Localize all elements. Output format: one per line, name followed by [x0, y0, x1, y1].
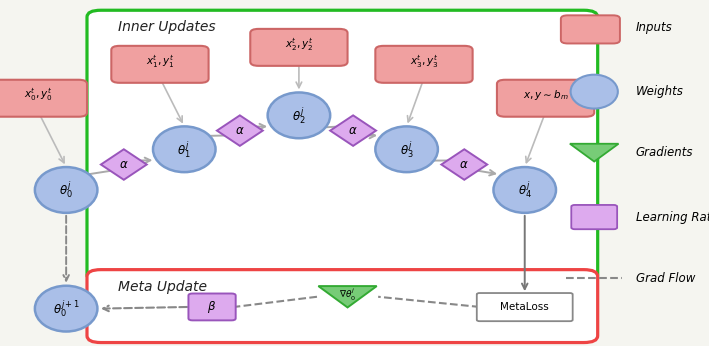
Ellipse shape	[153, 126, 216, 172]
Text: $x_2^t,y_2^t$: $x_2^t,y_2^t$	[284, 36, 313, 53]
Text: Weights: Weights	[636, 85, 683, 98]
Text: $x_0^t,y_0^t$: $x_0^t,y_0^t$	[24, 86, 52, 103]
Text: $\theta_1^j$: $\theta_1^j$	[177, 139, 191, 160]
Text: $x_3^t,y_3^t$: $x_3^t,y_3^t$	[410, 53, 438, 70]
Polygon shape	[570, 144, 618, 162]
FancyBboxPatch shape	[497, 80, 594, 117]
FancyBboxPatch shape	[87, 270, 598, 343]
Text: $\alpha$: $\alpha$	[235, 124, 245, 137]
FancyBboxPatch shape	[250, 29, 347, 66]
FancyBboxPatch shape	[0, 80, 87, 117]
Text: $x,y{\sim}b_m$: $x,y{\sim}b_m$	[523, 88, 569, 102]
Polygon shape	[330, 115, 376, 146]
FancyBboxPatch shape	[111, 46, 208, 83]
Text: Inputs: Inputs	[636, 21, 673, 34]
FancyBboxPatch shape	[375, 46, 473, 83]
Ellipse shape	[571, 75, 618, 109]
FancyBboxPatch shape	[561, 15, 620, 44]
Text: $\beta$: $\beta$	[208, 299, 217, 315]
Text: Gradients: Gradients	[636, 146, 693, 159]
Text: $\theta_4^j$: $\theta_4^j$	[518, 180, 532, 200]
Text: $\alpha$: $\alpha$	[459, 158, 469, 171]
Text: $\theta_3^j$: $\theta_3^j$	[400, 139, 413, 160]
Ellipse shape	[35, 286, 97, 331]
FancyBboxPatch shape	[87, 10, 598, 282]
Ellipse shape	[35, 167, 97, 213]
FancyBboxPatch shape	[571, 205, 617, 229]
Text: Grad Flow: Grad Flow	[636, 272, 696, 285]
Text: $\nabla\theta_0^j$: $\nabla\theta_0^j$	[339, 287, 356, 303]
Text: MetaLoss: MetaLoss	[501, 302, 549, 312]
Polygon shape	[441, 149, 487, 180]
Text: $\theta_0^j$: $\theta_0^j$	[60, 180, 73, 200]
Text: $\theta_0^{j+1}$: $\theta_0^{j+1}$	[52, 298, 79, 319]
Text: $\theta_2^j$: $\theta_2^j$	[292, 105, 306, 126]
Text: Learning Rate: Learning Rate	[636, 211, 709, 224]
Polygon shape	[318, 286, 376, 308]
Polygon shape	[101, 149, 147, 180]
Ellipse shape	[375, 126, 438, 172]
Polygon shape	[217, 115, 263, 146]
Text: $\alpha$: $\alpha$	[348, 124, 358, 137]
Ellipse shape	[493, 167, 556, 213]
FancyBboxPatch shape	[476, 293, 573, 321]
FancyBboxPatch shape	[189, 293, 235, 320]
Text: Inner Updates: Inner Updates	[118, 20, 216, 34]
Text: $x_1^t,y_1^t$: $x_1^t,y_1^t$	[145, 53, 174, 70]
Text: Meta Update: Meta Update	[118, 280, 207, 294]
Ellipse shape	[267, 92, 330, 138]
Text: $\alpha$: $\alpha$	[119, 158, 128, 171]
